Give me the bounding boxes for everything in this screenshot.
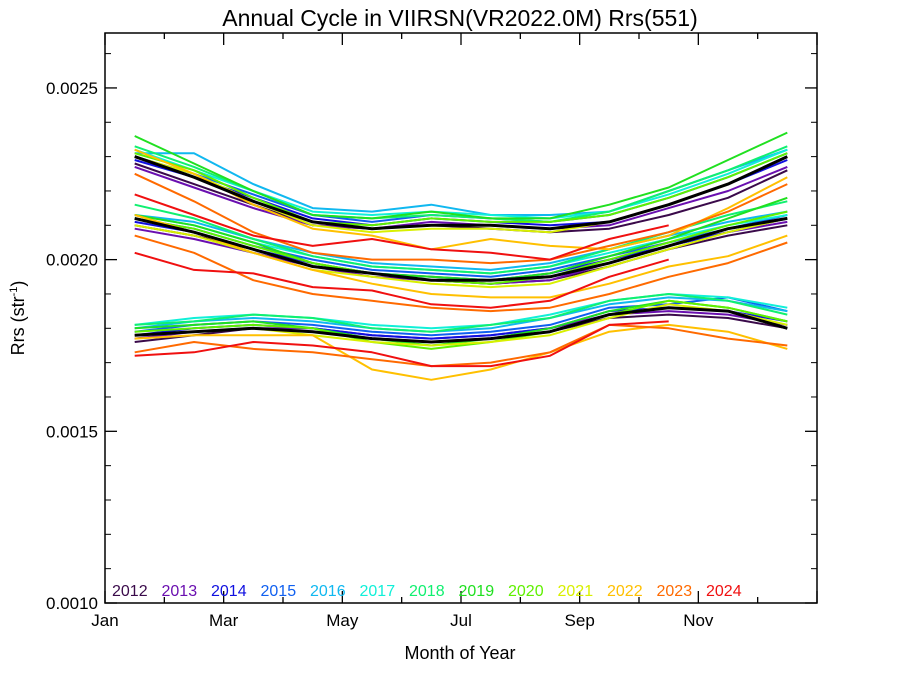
series-line-2023 bbox=[134, 234, 788, 313]
mean-line bbox=[134, 216, 788, 282]
series-line-2019 bbox=[134, 131, 788, 220]
series-line-2012 bbox=[134, 162, 788, 234]
x-tick-label: Jul bbox=[450, 611, 472, 630]
series-line-2019 bbox=[134, 196, 788, 282]
series-line-2022 bbox=[134, 323, 788, 381]
series-line-2020 bbox=[134, 299, 788, 350]
y-axis-label: Rrs (str-1) bbox=[8, 281, 28, 356]
y-axis-label-base: Rrs (str bbox=[8, 296, 28, 355]
x-tick-label: Jan bbox=[91, 611, 118, 630]
mean-line bbox=[134, 306, 788, 344]
x-axis-label: Month of Year bbox=[404, 643, 515, 663]
legend-label-2017: 2017 bbox=[360, 583, 396, 600]
legend-label-2012: 2012 bbox=[112, 583, 148, 600]
legend-label-2021: 2021 bbox=[558, 583, 594, 600]
y-tick-label: 0.0010 bbox=[46, 594, 98, 613]
x-axis: Jan Mar May Jul Sep Nov bbox=[91, 33, 818, 630]
y-axis-label-sup: -1 bbox=[8, 287, 20, 297]
legend-label-2020: 2020 bbox=[508, 583, 544, 600]
y-tick-label: 0.0015 bbox=[46, 422, 98, 441]
series-line-2020 bbox=[134, 210, 788, 285]
series-layer bbox=[134, 131, 788, 381]
mean-line bbox=[134, 155, 788, 231]
series-line-2016 bbox=[134, 296, 788, 333]
legend-label-2022: 2022 bbox=[607, 583, 643, 600]
legend-label-2013: 2013 bbox=[162, 583, 198, 600]
y-axis-label-close: ) bbox=[8, 281, 28, 287]
series-line-2022 bbox=[134, 148, 788, 251]
legend-label-2024: 2024 bbox=[706, 583, 742, 600]
x-tick-label: May bbox=[326, 611, 359, 630]
x-tick-label: Sep bbox=[565, 611, 595, 630]
legend-label-2018: 2018 bbox=[409, 583, 445, 600]
y-tick-label: 0.0020 bbox=[46, 251, 98, 270]
y-axis: 0.0010 0.0015 0.0020 0.0025 bbox=[46, 53, 817, 613]
series-line-2013 bbox=[134, 165, 788, 230]
series-line-2020 bbox=[134, 152, 788, 227]
series-line-2023 bbox=[134, 323, 788, 368]
legend-label-2016: 2016 bbox=[310, 583, 346, 600]
legend-label-2023: 2023 bbox=[657, 583, 693, 600]
x-tick-label: Mar bbox=[209, 611, 239, 630]
legend-label-2014: 2014 bbox=[211, 583, 247, 600]
series-line-2018 bbox=[134, 293, 788, 333]
series-line-2024 bbox=[134, 193, 669, 261]
series-line-2024 bbox=[134, 251, 669, 309]
x-tick-label: Nov bbox=[683, 611, 714, 630]
chart-title: Annual Cycle in VIIRSN(VR2022.0M) Rrs(55… bbox=[222, 5, 698, 31]
series-line-2023 bbox=[134, 172, 788, 265]
series-line-2024 bbox=[134, 320, 669, 368]
legend-label-2019: 2019 bbox=[459, 583, 495, 600]
y-tick-label: 0.0025 bbox=[46, 79, 98, 98]
plot-frame bbox=[104, 32, 818, 604]
series-line-2022 bbox=[134, 214, 788, 299]
legend-label-2015: 2015 bbox=[261, 583, 297, 600]
legend: 2012 2013 2014 2015 2016 2017 2018 2019 2020 2021… bbox=[112, 583, 742, 600]
